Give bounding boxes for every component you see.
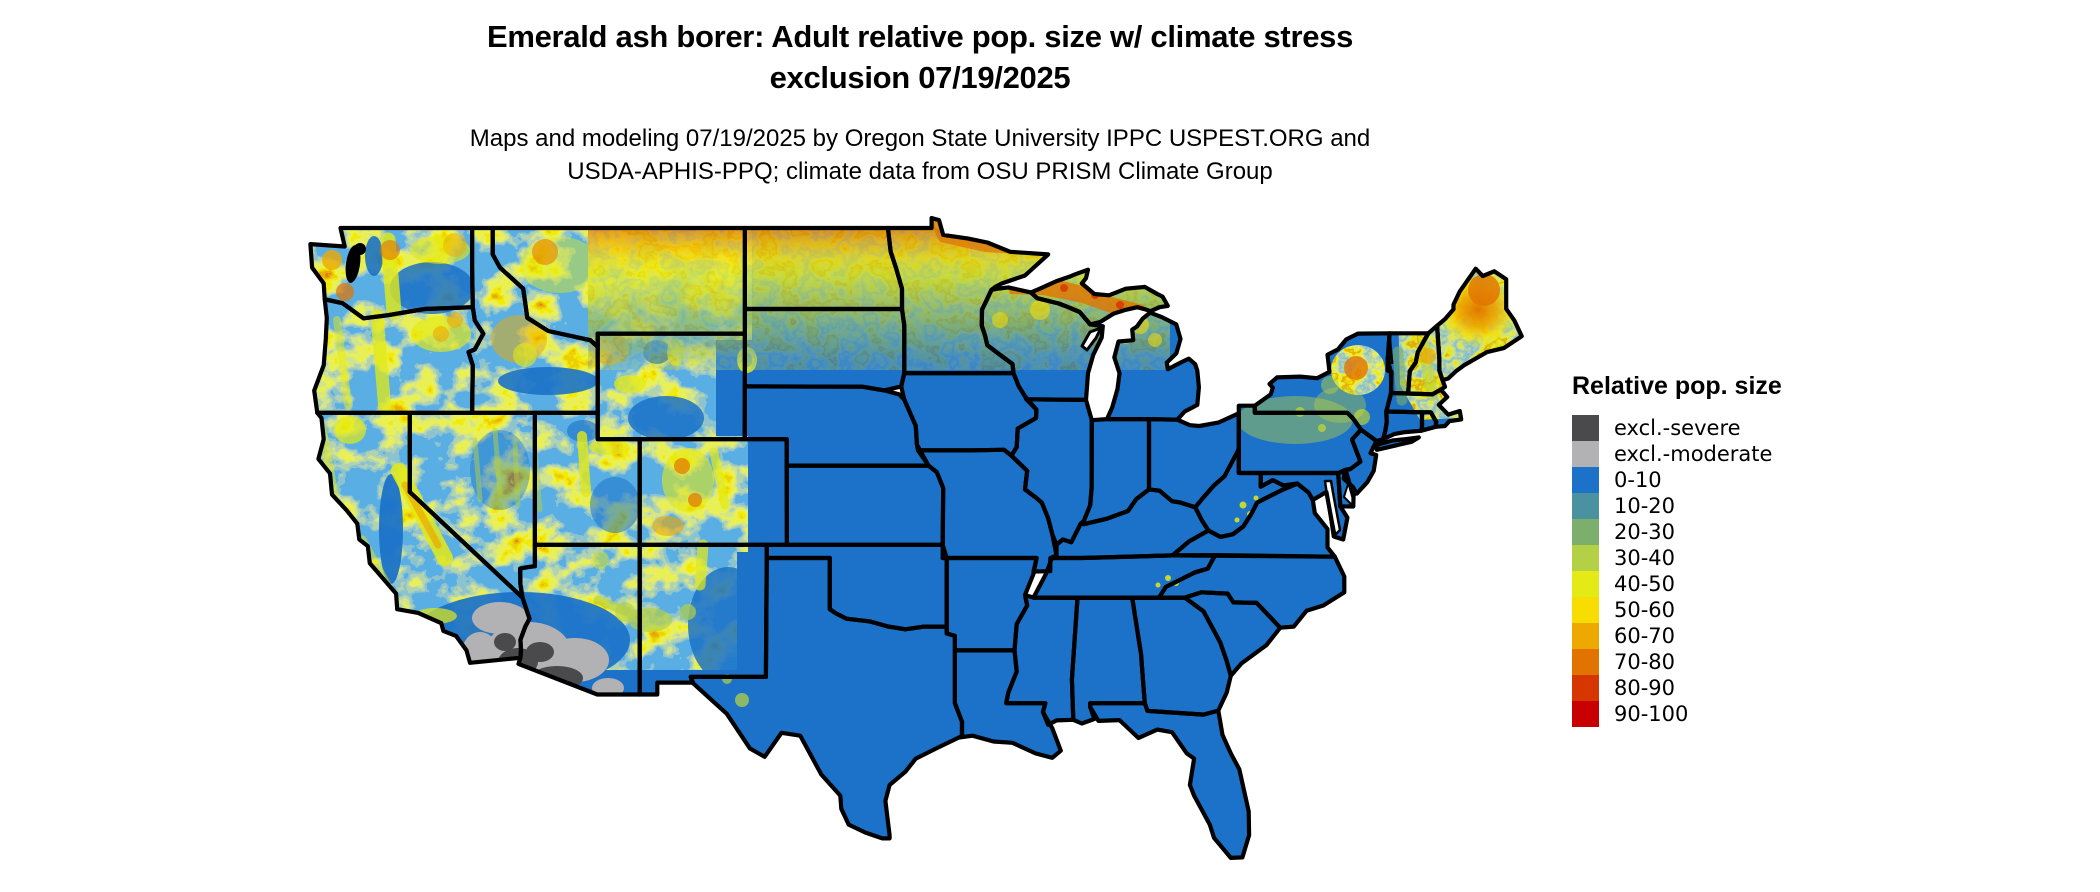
legend-title: Relative pop. size <box>1572 372 1782 400</box>
legend-label: 40-50 <box>1614 572 1676 596</box>
legend-swatch <box>1572 701 1599 727</box>
legend-swatch <box>1572 597 1599 623</box>
legend-item: 30-40 <box>1572 545 1782 571</box>
terrain-layer <box>310 218 1522 858</box>
legend-swatch <box>1572 571 1599 597</box>
legend-swatch <box>1572 415 1599 441</box>
legend-swatch <box>1572 623 1599 649</box>
legend-label: 50-60 <box>1614 598 1676 622</box>
legend-swatch <box>1572 545 1599 571</box>
legend-item: 10-20 <box>1572 493 1782 519</box>
legend-item: 40-50 <box>1572 571 1782 597</box>
legend-label: excl.-severe <box>1614 416 1741 440</box>
legend-label: 60-70 <box>1614 624 1676 648</box>
legend-item: 50-60 <box>1572 597 1782 623</box>
legend-item: 90-100 <box>1572 701 1782 727</box>
figure-subtitle: Maps and modeling 07/19/2025 by Oregon S… <box>310 122 1530 188</box>
figure-title: Emerald ash borer: Adult relative pop. s… <box>310 16 1530 98</box>
figure-title-line1: Emerald ash borer: Adult relative pop. s… <box>486 19 1354 54</box>
legend-item: 20-30 <box>1572 519 1782 545</box>
legend-item: 0-10 <box>1572 467 1782 493</box>
legend-swatch <box>1572 467 1599 493</box>
legend: Relative pop. size excl.-severe excl.-mo… <box>1572 372 1782 727</box>
legend-label: 20-30 <box>1614 520 1676 544</box>
legend-item: 80-90 <box>1572 675 1782 701</box>
legend-swatch <box>1572 675 1599 701</box>
legend-item: excl.-moderate <box>1572 441 1782 467</box>
legend-label: 90-100 <box>1614 702 1689 726</box>
legend-swatch <box>1572 493 1599 519</box>
legend-label: excl.-moderate <box>1614 442 1773 466</box>
legend-swatch <box>1572 441 1599 467</box>
legend-item: 60-70 <box>1572 623 1782 649</box>
legend-item: 70-80 <box>1572 649 1782 675</box>
legend-label: 80-90 <box>1614 676 1676 700</box>
legend-swatch <box>1572 519 1599 545</box>
legend-label: 10-20 <box>1614 494 1676 518</box>
figure-title-line2: exclusion 07/19/2025 <box>769 60 1071 95</box>
legend-label: 70-80 <box>1614 650 1676 674</box>
legend-swatch <box>1572 649 1599 675</box>
legend-label: 30-40 <box>1614 546 1676 570</box>
puget-sound <box>345 245 361 283</box>
legend-label: 0-10 <box>1614 468 1662 492</box>
figure-subtitle-line1: Maps and modeling 07/19/2025 by Oregon S… <box>469 125 1371 152</box>
legend-items: excl.-severe excl.-moderate 0-10 10-20 2… <box>1572 415 1782 727</box>
figure-subtitle-line2: USDA-APHIS-PPQ; climate data from OSU PR… <box>567 158 1273 185</box>
legend-item: excl.-severe <box>1572 415 1782 441</box>
